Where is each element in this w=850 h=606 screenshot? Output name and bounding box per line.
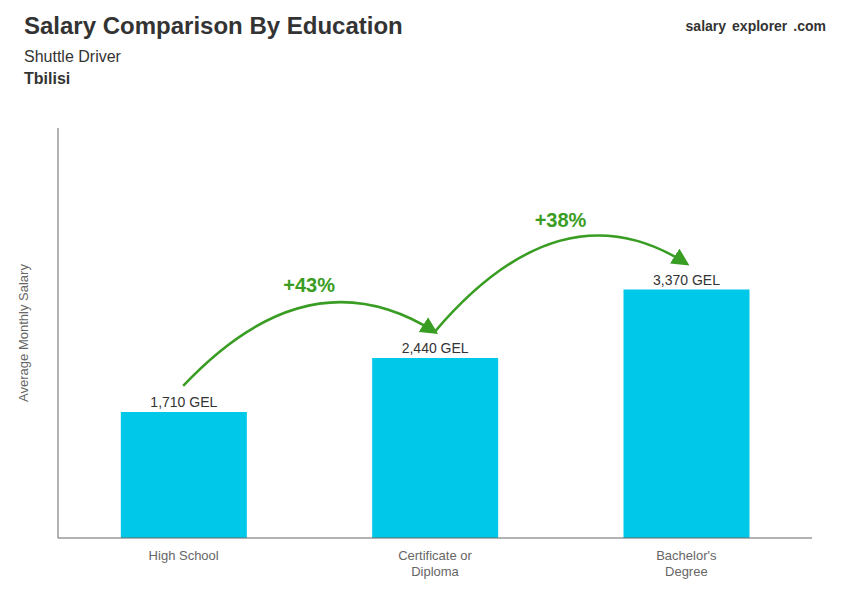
svg-text:+43%: +43% [283, 274, 335, 296]
svg-text:High School: High School [149, 548, 219, 563]
svg-text:3,370 GEL: 3,370 GEL [653, 272, 720, 288]
svg-text:Certificate orDiploma: Certificate orDiploma [398, 548, 472, 579]
svg-text:Bachelor'sDegree: Bachelor'sDegree [656, 548, 717, 579]
svg-text:Average Monthly Salary: Average Monthly Salary [16, 264, 31, 402]
svg-text:2,440 GEL: 2,440 GEL [402, 340, 469, 356]
html-text:Salary Comparison By Education: Salary Comparison By Education [24, 12, 403, 39]
svg-text:+38%: +38% [535, 209, 587, 231]
svg-text:1,710 GEL: 1,710 GEL [150, 394, 217, 410]
html-text:Shuttle Driver: Shuttle Driver [24, 48, 121, 65]
html-text:Tbilisi: Tbilisi [24, 70, 71, 87]
html-text:salary explorer .com: salary explorer .com [685, 18, 826, 34]
